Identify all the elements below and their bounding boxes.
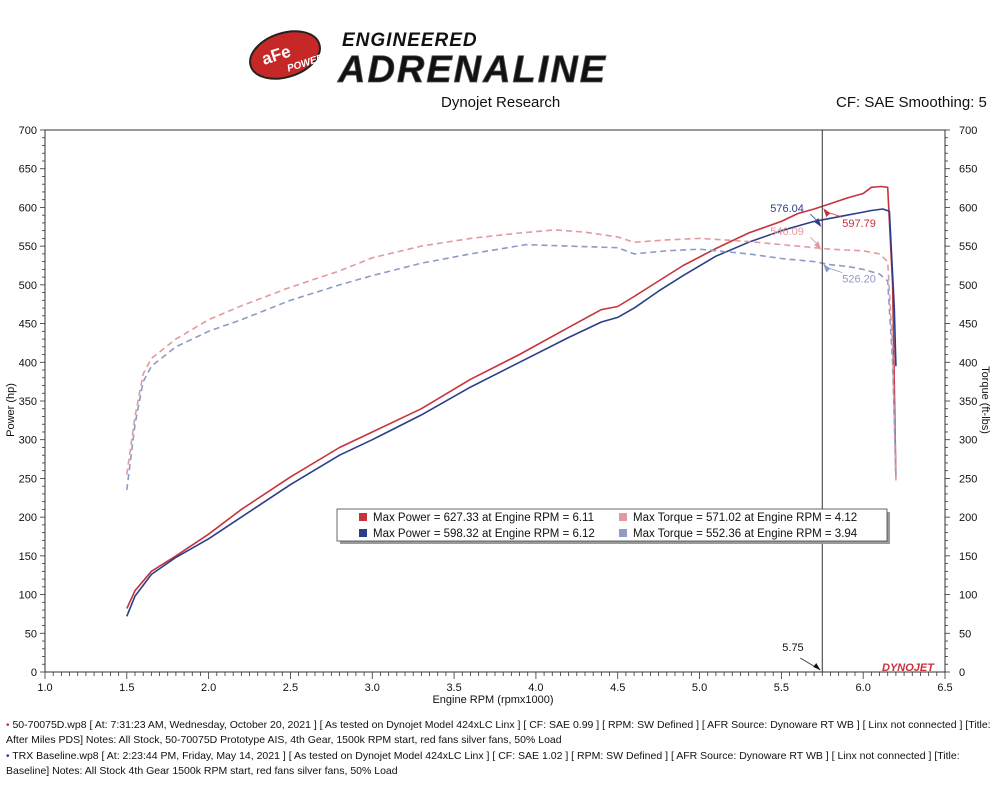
legend-swatch [359,513,367,521]
series-line-2 [126,208,897,617]
brand-banner: aFe POWER ENGINEERED ADRENALINE [249,30,607,91]
y-right-tick-label: 350 [959,396,977,408]
y-right-tick-label: 500 [959,280,977,292]
cursor-arrowhead [813,663,821,670]
x-axis-label: Engine RPM (rpmx1000) [432,694,553,706]
y-left-tick-label: 450 [19,319,37,331]
y-left-tick-label: 700 [19,125,37,137]
run1-marker: • [6,720,10,731]
y-right-tick-label: 250 [959,473,977,485]
y-left-tick-label: 0 [31,667,37,679]
series-line-4 [126,243,897,491]
run2-marker: • [6,751,10,762]
annotation-label: 576.04 [770,203,804,215]
legend-entry: Max Torque = 552.36 at Engine RPM = 3.94 [633,528,858,540]
annotation-arrowhead [823,208,831,218]
y-right-tick-label: 300 [959,435,977,447]
annotations: 576.04 597.79 546.09 526.20 [770,203,876,286]
x-tick-label: 6.5 [937,682,952,694]
annotation-arrowhead [823,263,831,273]
afe-power-logo: aFe POWER [249,30,326,80]
legend-box [336,508,888,542]
legend-entry: Max Torque = 571.02 at Engine RPM = 4.12 [633,512,857,524]
annotation-label: 546.09 [770,226,804,238]
legend: Max Power = 627.33 at Engine RPM = 6.11 M… [336,508,890,544]
x-tick-label: 5.5 [774,682,789,694]
cursor-label: 5.75 [782,642,803,654]
y-left-tick-label: 100 [19,590,37,602]
y-left-tick-label: 500 [19,280,37,292]
legend-entry: Max Power = 598.32 at Engine RPM = 6.12 [373,528,595,540]
y-left-tick-label: 300 [19,435,37,447]
y-axis-left-label: Power (hp) [5,383,17,437]
y-left-tick-label: 150 [19,551,37,563]
y-left-tick-label: 50 [25,628,37,640]
dynojet-watermark: DYNOJET [882,662,935,674]
y-right-tick-label: 650 [959,164,977,176]
y-axis-right-label: Torque (ft-lbs) [979,366,991,434]
y-left-tick-label: 350 [19,396,37,408]
series-line-1 [126,185,897,609]
plot-frame [44,129,946,673]
y-right-tick-label: 400 [959,357,977,369]
y-right-tick-label: 700 [959,125,977,137]
annotation-arrowhead [814,241,822,251]
run2-text: TRX Baseline.wp8 [ At: 2:23:44 PM, Frida… [6,750,960,777]
annotation-arrowhead [814,217,822,227]
x-tick-label: 1.5 [119,682,134,694]
y-right-tick-label: 50 [959,628,971,640]
y-left-tick-label: 650 [19,164,37,176]
x-tick-label: 5.0 [692,682,707,694]
run1-text: 50-70075D.wp8 [ At: 7:31:23 AM, Wednesda… [6,719,991,746]
y-right-tick-label: 0 [959,667,965,679]
legend-swatch [619,513,627,521]
y-right-tick-label: 550 [959,241,977,253]
y-left-tick-label: 550 [19,241,37,253]
x-tick-label: 2.5 [283,682,298,694]
y-left-tick-label: 250 [19,473,37,485]
axes: 1.0 1.5 2.0 2.5 3.0 3.5 4.0 4.5 5.0 5.5 6.0 6.5 0 0 50… [19,125,978,694]
y-right-tick-label: 600 [959,202,977,214]
y-right-tick-label: 200 [959,512,977,524]
series-lines [126,185,897,617]
x-tick-label: 4.5 [610,682,625,694]
brand-line1: ENGINEERED [342,30,478,51]
chart-header-info: CF: SAE Smoothing: 5 [836,94,987,111]
legend-swatch [619,529,627,537]
legend-entry: Max Power = 627.33 at Engine RPM = 6.11 [373,512,594,524]
y-right-tick-label: 150 [959,551,977,563]
x-tick-label: 6.0 [856,682,871,694]
brand-line2: ADRENALINE [337,49,607,91]
run-note-2: • TRX Baseline.wp8 [ At: 2:23:44 PM, Fri… [6,749,996,778]
cursor: 5.75 [782,130,823,672]
annotation-label: 526.20 [842,274,876,286]
run-note-1: • 50-70075D.wp8 [ At: 7:31:23 AM, Wednes… [6,718,996,747]
legend-swatch [359,529,367,537]
x-tick-label: 1.0 [37,682,52,694]
y-left-tick-label: 400 [19,357,37,369]
annotation-label: 597.79 [842,218,876,230]
y-left-tick-label: 200 [19,512,37,524]
x-tick-label: 3.0 [365,682,380,694]
y-right-tick-label: 100 [959,590,977,602]
x-tick-label: 4.0 [528,682,543,694]
x-tick-label: 3.5 [446,682,461,694]
chart-header-title: Dynojet Research [441,94,561,111]
run-notes: • 50-70075D.wp8 [ At: 7:31:23 AM, Wednes… [6,718,996,778]
y-right-tick-label: 450 [959,319,977,331]
x-tick-label: 2.0 [201,682,216,694]
y-left-tick-label: 600 [19,202,37,214]
